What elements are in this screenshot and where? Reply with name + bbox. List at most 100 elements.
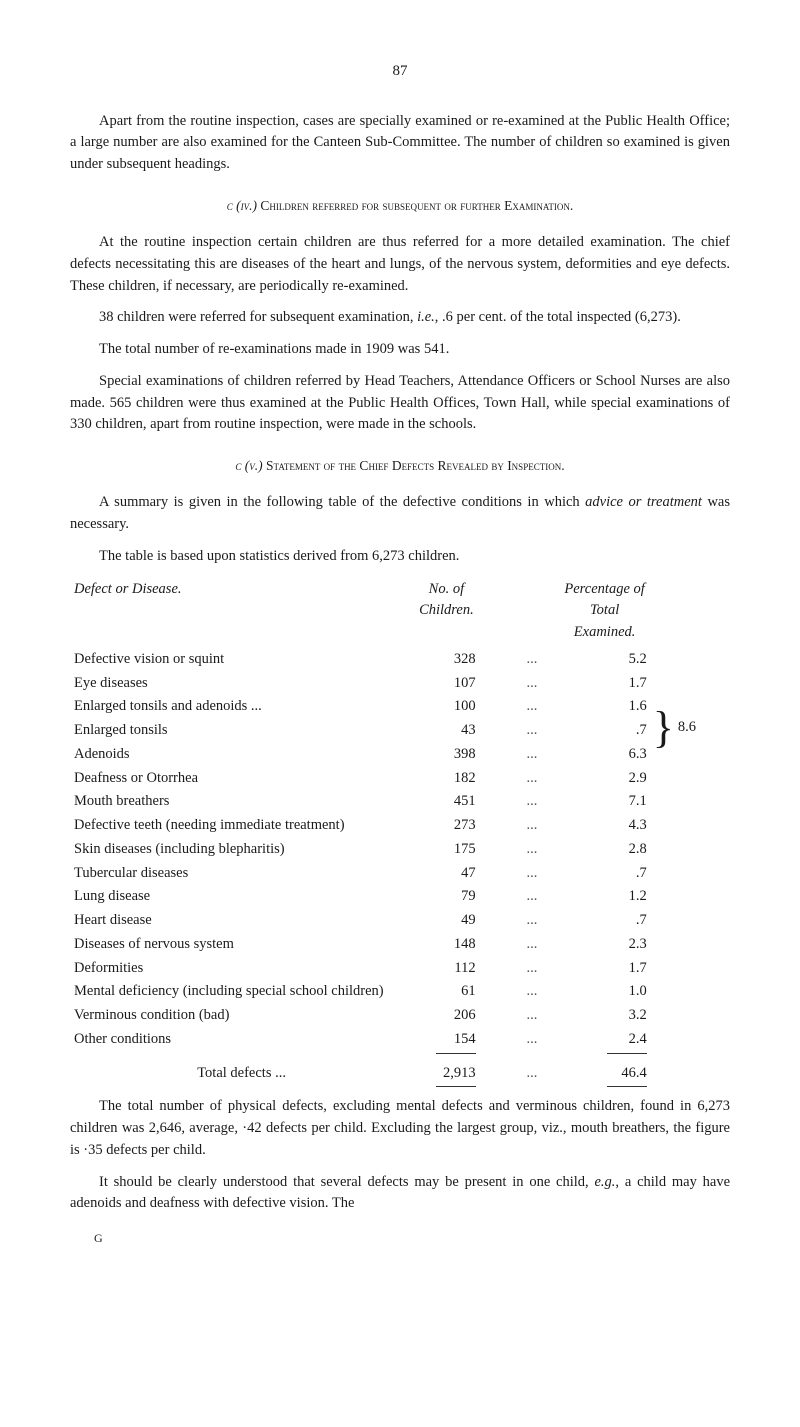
paragraph-summary: A summary is given in the following tabl… bbox=[70, 492, 730, 536]
defect-count: 273 bbox=[413, 814, 505, 838]
dots: ... bbox=[506, 980, 559, 1004]
heading-text: Children referred for subsequent or furt… bbox=[260, 198, 573, 213]
footer-signature-mark: G bbox=[70, 1229, 730, 1247]
p6-a: A summary is given in the following tabl… bbox=[99, 494, 585, 510]
defect-count: 49 bbox=[413, 909, 505, 933]
total-pct: 46.4 bbox=[558, 1055, 650, 1086]
p3-a: 38 children were referred for subsequent… bbox=[99, 309, 417, 325]
brace-cell bbox=[651, 862, 730, 886]
heading-prefix-v: c (v.) bbox=[235, 458, 266, 473]
defect-label: Enlarged tonsils and adenoids ... bbox=[70, 695, 413, 719]
dots: ... bbox=[506, 1004, 559, 1028]
defect-label: Deafness or Otorrhea bbox=[70, 767, 413, 791]
defect-count: 107 bbox=[413, 672, 505, 696]
dots: ... bbox=[506, 743, 559, 767]
table-row: Lung disease79...1.2 bbox=[70, 885, 730, 909]
defect-count: 100 bbox=[413, 695, 505, 719]
table-row: Adenoids398...6.3 bbox=[70, 743, 730, 767]
p3-b: , .6 per cent. of the total inspected (6… bbox=[435, 309, 681, 325]
total-label: Total defects ... bbox=[70, 1055, 413, 1086]
paragraph-tablebased: The table is based upon statistics deriv… bbox=[70, 546, 730, 568]
table-header-row: Defect or Disease. No. of Children. Perc… bbox=[70, 578, 730, 648]
brace-cell bbox=[651, 838, 730, 862]
defect-pct: 1.2 bbox=[558, 885, 650, 909]
dots: ... bbox=[506, 648, 559, 672]
brace-cell bbox=[651, 672, 730, 696]
defect-label: Heart disease bbox=[70, 909, 413, 933]
dots: ... bbox=[506, 885, 559, 909]
brace-cell bbox=[651, 909, 730, 933]
header-pct-1: Percentage of bbox=[562, 579, 646, 601]
brace-cell bbox=[651, 980, 730, 1004]
defect-pct: 1.7 bbox=[558, 672, 650, 696]
dots: ... bbox=[506, 862, 559, 886]
heading-prefix: c (iv.) bbox=[227, 198, 261, 213]
defect-count: 47 bbox=[413, 862, 505, 886]
dots: ... bbox=[506, 1055, 559, 1086]
table-row: Mouth breathers451...7.1 bbox=[70, 790, 730, 814]
paragraph-intro: Apart from the routine inspection, cases… bbox=[70, 111, 730, 176]
p6-italic: advice or treatment bbox=[585, 494, 702, 510]
defect-label: Mental deficiency (including special sch… bbox=[70, 980, 413, 1004]
dots: ... bbox=[506, 838, 559, 862]
page-number: 87 bbox=[70, 60, 730, 83]
brace-cell bbox=[651, 814, 730, 838]
p9-a: It should be clearly understood that sev… bbox=[99, 1174, 594, 1190]
defect-pct: .7 bbox=[558, 862, 650, 886]
defect-count: 43 bbox=[413, 719, 505, 743]
brace-value: 8.6 bbox=[678, 717, 696, 739]
brace-cell bbox=[651, 1004, 730, 1028]
defect-count: 182 bbox=[413, 767, 505, 791]
defect-count: 328 bbox=[413, 648, 505, 672]
dots: ... bbox=[506, 672, 559, 696]
table-row: Defective vision or squint328...5.2 bbox=[70, 648, 730, 672]
defect-label: Tubercular diseases bbox=[70, 862, 413, 886]
dots: ... bbox=[506, 719, 559, 743]
defect-pct: .7 bbox=[558, 719, 650, 743]
table-row-rule-bottom bbox=[70, 1085, 730, 1088]
brace-cell bbox=[651, 743, 730, 767]
section-heading-c-v: c (v.) Statement of the Chief Defects Re… bbox=[70, 456, 730, 476]
defect-count: 79 bbox=[413, 885, 505, 909]
paragraph-totaldefects: The total number of physical defects, ex… bbox=[70, 1096, 730, 1161]
dots: ... bbox=[506, 767, 559, 791]
defect-count: 398 bbox=[413, 743, 505, 767]
table-row: Defective teeth (needing immediate treat… bbox=[70, 814, 730, 838]
table-row: Eye diseases107...1.7 bbox=[70, 672, 730, 696]
paragraph-routine: At the routine inspection certain childr… bbox=[70, 232, 730, 297]
header-defect: Defect or Disease. bbox=[70, 578, 413, 648]
defect-pct: 4.3 bbox=[558, 814, 650, 838]
dots: ... bbox=[506, 933, 559, 957]
heading-text-v: Statement of the Chief Defects Revealed … bbox=[266, 458, 565, 473]
defect-pct: 3.2 bbox=[558, 1004, 650, 1028]
header-pct: Percentage of Total Examined. bbox=[558, 578, 650, 648]
total-num: 2,913 bbox=[413, 1055, 505, 1086]
defect-pct: 2.3 bbox=[558, 933, 650, 957]
table-row: Other conditions154...2.4 bbox=[70, 1028, 730, 1052]
defect-label: Skin diseases (including blepharitis) bbox=[70, 838, 413, 862]
defect-label: Mouth breathers bbox=[70, 790, 413, 814]
header-children: No. of Children. bbox=[413, 578, 505, 648]
dots: ... bbox=[506, 957, 559, 981]
brace-cell bbox=[651, 1028, 730, 1052]
dots: ... bbox=[506, 1028, 559, 1052]
defect-pct: 7.1 bbox=[558, 790, 650, 814]
table-row: Mental deficiency (including special sch… bbox=[70, 980, 730, 1004]
dots: ... bbox=[506, 695, 559, 719]
defect-label: Adenoids bbox=[70, 743, 413, 767]
defect-pct: 1.7 bbox=[558, 957, 650, 981]
defect-count: 112 bbox=[413, 957, 505, 981]
defect-count: 148 bbox=[413, 933, 505, 957]
table-row: Skin diseases (including blepharitis)175… bbox=[70, 838, 730, 862]
defect-pct: 2.4 bbox=[558, 1028, 650, 1052]
defect-count: 154 bbox=[413, 1028, 505, 1052]
defect-pct: 2.8 bbox=[558, 838, 650, 862]
table-row: Deafness or Otorrhea182...2.9 bbox=[70, 767, 730, 791]
defect-label: Other conditions bbox=[70, 1028, 413, 1052]
defect-pct: 1.6 bbox=[558, 695, 650, 719]
table-total-row: Total defects ... 2,913 ... 46.4 bbox=[70, 1055, 730, 1086]
defect-count: 451 bbox=[413, 790, 505, 814]
dots: ... bbox=[506, 790, 559, 814]
table-row: Enlarged tonsils43....7}8.6 bbox=[70, 719, 730, 743]
brace-cell bbox=[651, 648, 730, 672]
